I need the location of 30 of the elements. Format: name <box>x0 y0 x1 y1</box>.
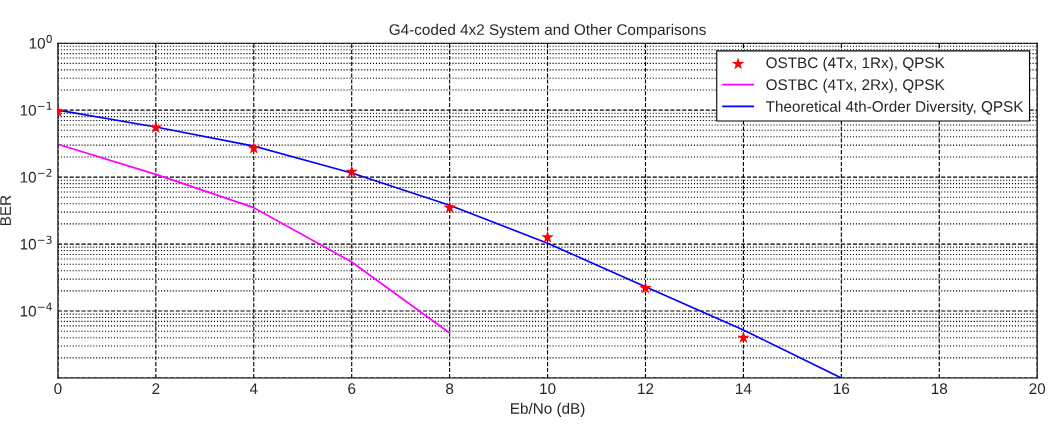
y-tick-label: 10$^{0}$ <box>29 34 52 49</box>
x-tick-label: 0 <box>54 383 62 395</box>
line-series <box>57 143 451 334</box>
chart-title: G4-coded 4x2 System and Other Comparisons <box>389 23 706 39</box>
legend-label: OSTBC (4Tx, 1Rx), QPSK <box>766 56 945 72</box>
y-tick-label: 10$^{−2}$ <box>20 168 52 183</box>
x-tick-label: 2 <box>152 383 160 394</box>
x-tick-label: 20 <box>1029 383 1046 395</box>
legend-label: Theoretical 4th-Order Diversity, QPSK <box>765 100 1024 115</box>
point <box>443 201 456 213</box>
legend-label: OSTBC (4Tx, 2Rx), QPSK <box>766 78 945 94</box>
point <box>639 281 652 294</box>
y-tick-label: 10$^{−4}$ <box>20 302 52 317</box>
x-tick-label: 12 <box>638 383 654 394</box>
x-tick-label: 4 <box>249 383 258 394</box>
point <box>247 141 261 154</box>
x-tick-label: 14 <box>736 383 752 394</box>
point <box>737 331 750 344</box>
point <box>345 165 358 178</box>
x-tick-label: 16 <box>834 383 850 395</box>
point <box>149 120 163 133</box>
y-tick-label: 10$^{−3}$ <box>20 235 52 250</box>
point <box>541 230 554 243</box>
y-tick-label: 10$^{−1}$ <box>20 101 52 116</box>
x-axis-title: Eb/No (dB) <box>511 402 585 417</box>
y-axis-title: BER <box>0 195 11 226</box>
x-tick-label: 8 <box>446 383 454 395</box>
x-tick-label: 18 <box>931 383 948 395</box>
x-tick-label: 6 <box>348 383 356 395</box>
x-tick-label: 10 <box>540 383 556 395</box>
